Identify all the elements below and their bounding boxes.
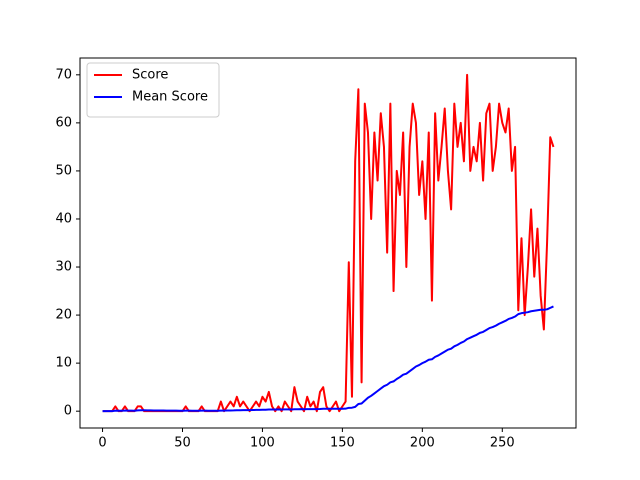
x-tick-label: 50: [174, 436, 191, 451]
series-line: [102, 305, 554, 413]
legend-box: [86, 62, 220, 118]
x-tick-label: 200: [410, 436, 435, 451]
plot-frame: [79, 57, 577, 429]
y-tick-label: 60: [55, 115, 72, 130]
y-tick-label: 20: [55, 308, 72, 323]
y-tick-label: 70: [55, 67, 72, 82]
legend-label: Mean Score: [132, 90, 208, 105]
y-tick-label: 10: [55, 356, 72, 371]
x-tick-label: 100: [250, 436, 275, 451]
x-tick-label: 0: [98, 436, 106, 451]
y-tick-label: 30: [55, 260, 72, 275]
x-tick-label: 150: [330, 436, 355, 451]
x-tick-label: 250: [490, 436, 515, 451]
y-tick-label: 0: [64, 404, 72, 419]
y-tick-label: 40: [55, 211, 72, 226]
y-tick-label: 50: [55, 163, 72, 178]
legend-label: Score: [132, 68, 168, 83]
